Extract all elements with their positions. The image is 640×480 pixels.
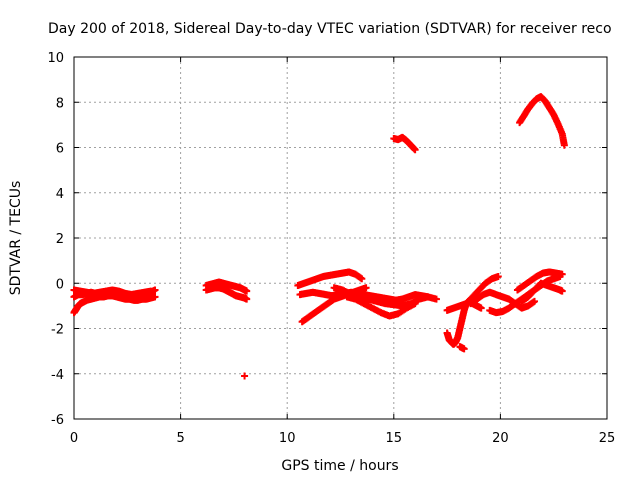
series-sat-r <box>513 268 566 294</box>
series-sat-o <box>456 343 468 353</box>
data-point <box>243 287 251 295</box>
data-point <box>494 272 502 280</box>
y-tick-label: 10 <box>47 51 64 66</box>
data-points <box>70 93 568 380</box>
series-sat-t <box>516 93 568 149</box>
series-sat-s <box>518 279 566 305</box>
x-axis-label: GPS time / hours <box>281 458 398 474</box>
series-sat-b <box>70 292 159 317</box>
y-tick-label: -2 <box>51 323 64 338</box>
data-point <box>432 295 440 303</box>
grid-lines <box>74 57 607 419</box>
y-tick-label: 0 <box>56 277 64 292</box>
data-point <box>358 275 366 283</box>
x-tick-label: 5 <box>176 431 184 446</box>
series-sat-e <box>202 284 251 303</box>
y-tick-label: -4 <box>51 368 64 383</box>
data-point <box>558 270 566 278</box>
x-tick-label: 15 <box>386 431 403 446</box>
series-sat-g <box>294 268 366 290</box>
y-tick-label: -6 <box>51 413 64 428</box>
data-point <box>151 286 159 294</box>
series-sat-l <box>390 133 419 154</box>
data-point <box>243 295 251 303</box>
data-point <box>531 297 539 305</box>
data-point <box>147 287 155 295</box>
axis-ticks: 0 5 10 15 20 25 -6 -4 -2 0 2 4 6 8 10 <box>47 51 615 446</box>
series-sat-k <box>343 293 419 320</box>
data-point <box>411 146 419 154</box>
x-tick-label: 10 <box>279 431 296 446</box>
y-tick-label: 6 <box>56 142 64 157</box>
data-point <box>411 300 419 308</box>
y-tick-label: 2 <box>56 232 64 247</box>
data-point <box>560 141 568 149</box>
data-point <box>477 304 485 312</box>
y-tick-label: 4 <box>56 187 64 202</box>
data-point <box>241 372 249 380</box>
chart-title: Day 200 of 2018, Sidereal Day-to-day VTE… <box>48 21 612 37</box>
y-tick-label: 8 <box>56 96 64 111</box>
data-point <box>460 345 468 353</box>
x-tick-label: 25 <box>599 431 616 446</box>
series-sat-f <box>241 372 249 380</box>
y-axis-label: SDTVAR / TECUs <box>8 181 24 296</box>
x-tick-label: 0 <box>70 431 78 446</box>
data-point <box>151 293 159 301</box>
series-sat-c <box>70 286 155 299</box>
data-point <box>362 284 370 292</box>
x-tick-label: 20 <box>492 431 509 446</box>
data-point <box>558 287 566 295</box>
